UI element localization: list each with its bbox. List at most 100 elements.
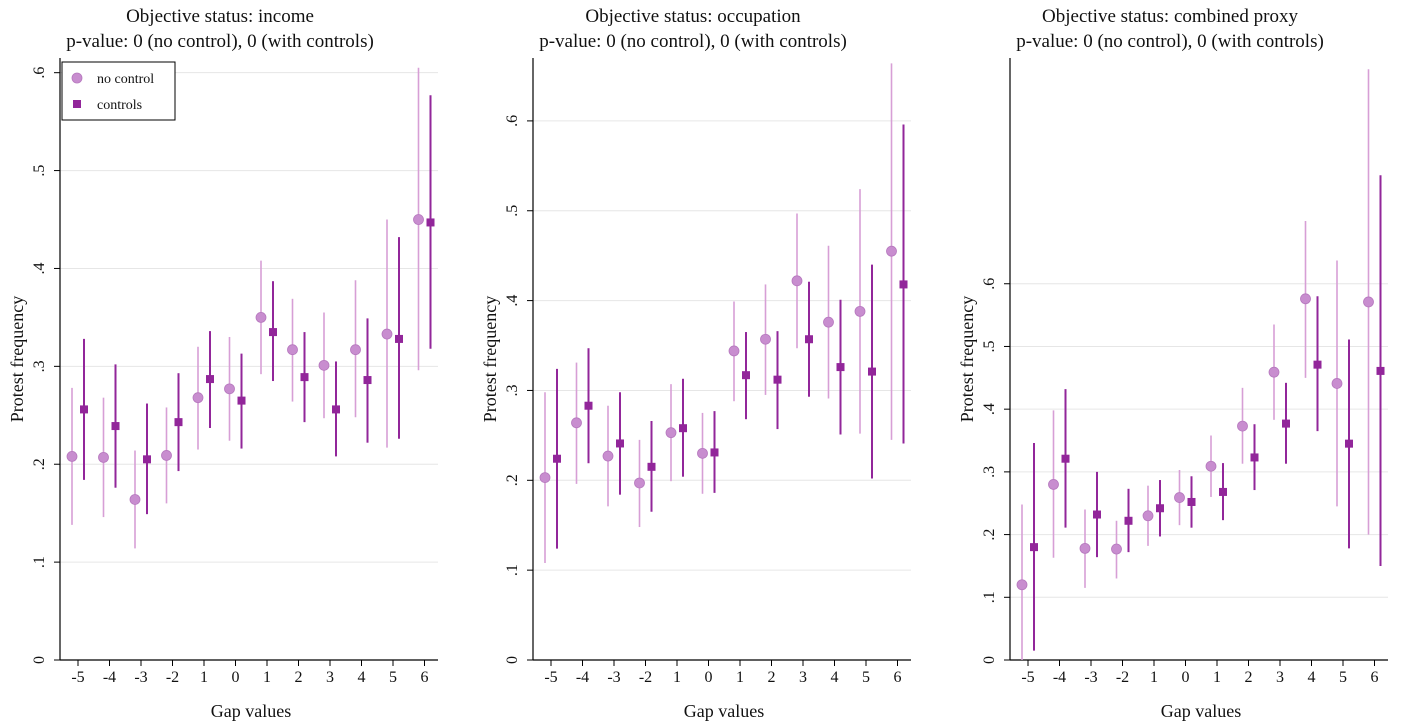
y-tick-label: .3 xyxy=(31,360,48,372)
controls-point xyxy=(237,396,246,405)
no-control-point xyxy=(287,344,298,356)
y-tick-label: 0 xyxy=(981,656,998,664)
x-tick-label: -5 xyxy=(71,669,84,686)
x-tick-label: 2 xyxy=(295,669,303,686)
controls-point xyxy=(553,454,561,463)
chart-income-plot: 0 .1 .2 .3 .4 .5 .6 -5 -4 -3 -2 1 0 1 2 3 4 5 6 Gap values P… xyxy=(7,58,438,721)
y-tick-label: .5 xyxy=(504,205,521,217)
controls-point xyxy=(1093,510,1101,519)
controls-point xyxy=(1345,439,1353,448)
no-control-point xyxy=(381,328,393,340)
x-tick-label: 0 xyxy=(705,669,713,686)
x-tick-label: 5 xyxy=(389,669,397,686)
y-tick-label: .4 xyxy=(31,262,48,274)
x-tick-label: 6 xyxy=(421,669,429,686)
y-tick-label: .2 xyxy=(981,529,998,541)
no-control-point xyxy=(1174,492,1185,503)
x-tick-label: -4 xyxy=(103,669,116,686)
no-control-point xyxy=(413,214,424,225)
x-tick-label: -5 xyxy=(544,669,557,686)
controls-point xyxy=(710,448,719,457)
x-tick-label: 4 xyxy=(1308,669,1316,686)
y-tick-label: .4 xyxy=(981,403,998,415)
no-control-point xyxy=(823,316,834,328)
x-tick-label: 6 xyxy=(894,669,902,686)
chart-panel-occupation: Objective status: occupation p-value: 0 … xyxy=(473,0,913,722)
chart-subtitle: p-value: 0 (no control), 0 (with control… xyxy=(66,31,374,52)
x-tick-label: 0 xyxy=(232,669,240,686)
no-control-point xyxy=(697,447,708,459)
x-tick-label: 4 xyxy=(358,669,366,686)
no-control-point xyxy=(886,245,897,257)
no-control-point xyxy=(1079,542,1091,554)
controls-point xyxy=(836,363,845,372)
controls-point xyxy=(773,375,782,384)
no-control-point xyxy=(1205,460,1217,472)
controls-point xyxy=(1030,543,1038,552)
x-tick-label: 1 xyxy=(200,669,208,686)
controls-point xyxy=(868,367,876,376)
x-axis-label: Gap values xyxy=(1161,701,1241,721)
y-tick-label: .5 xyxy=(981,340,998,352)
y-tick-label: .6 xyxy=(31,67,48,79)
x-tick-label: -2 xyxy=(639,669,652,686)
chart-subtitle: p-value: 0 (no control), 0 (with control… xyxy=(539,31,847,52)
no-control-point xyxy=(665,427,677,439)
legend-no-control-marker xyxy=(71,72,83,84)
x-tick-label: -4 xyxy=(576,669,589,686)
x-tick-label: 0 xyxy=(1182,669,1190,686)
controls-point xyxy=(1376,366,1385,375)
no-control-point xyxy=(1111,543,1122,555)
chart-title: Objective status: income xyxy=(126,6,314,27)
x-tick-label: -2 xyxy=(166,669,179,686)
x-tick-label: 1 xyxy=(263,669,271,686)
no-control-point xyxy=(129,494,141,505)
no-control-point xyxy=(571,417,582,429)
controls-point xyxy=(300,373,309,382)
controls-point xyxy=(426,218,435,227)
controls-point xyxy=(1219,487,1227,496)
x-tick-label: -3 xyxy=(1084,669,1097,686)
controls-point xyxy=(1250,453,1259,462)
controls-point xyxy=(1282,419,1290,428)
controls-point xyxy=(1187,497,1196,506)
x-tick-label: 2 xyxy=(768,669,776,686)
controls-point xyxy=(805,335,813,344)
no-control-point xyxy=(224,383,235,395)
x-tick-label: 3 xyxy=(799,669,807,686)
x-tick-label: 1 xyxy=(673,669,681,686)
legend-label-no-control: no control xyxy=(97,72,154,87)
x-axis-label: Gap values xyxy=(211,701,291,721)
no-control-point xyxy=(1237,420,1248,432)
no-control-point xyxy=(255,311,267,323)
chart-panel-combined-proxy: Objective status: combined proxy p-value… xyxy=(950,0,1390,722)
y-tick-label: .6 xyxy=(981,278,998,290)
controls-point xyxy=(616,439,624,448)
controls-point xyxy=(679,424,687,433)
x-tick-label: 5 xyxy=(1339,669,1347,686)
x-tick-label: -2 xyxy=(1116,669,1129,686)
controls-point xyxy=(206,375,214,384)
no-control-point xyxy=(1016,579,1028,591)
x-tick-label: -3 xyxy=(134,669,147,686)
no-control-point xyxy=(350,344,361,356)
chart-title: Objective status: occupation xyxy=(585,6,801,27)
y-axis-label: Protest frequency xyxy=(957,296,977,422)
controls-point xyxy=(1313,360,1322,369)
no-control-point xyxy=(1142,510,1154,522)
x-tick-label: -5 xyxy=(1021,669,1034,686)
x-tick-label: 2 xyxy=(1245,669,1253,686)
controls-point xyxy=(395,334,403,343)
no-control-point xyxy=(602,450,614,462)
y-tick-label: .3 xyxy=(504,384,521,396)
controls-point xyxy=(1124,516,1133,525)
no-control-point xyxy=(1300,293,1311,305)
y-tick-label: 0 xyxy=(31,656,48,664)
legend-controls-marker xyxy=(73,100,81,108)
chart-combined-proxy-plot: 0 .1 .2 .3 .4 .5 .6 -5 -4 -3 -2 1 0 1 2 3 4 5 6 Gap values P… xyxy=(957,58,1388,721)
no-control-point xyxy=(1048,479,1059,490)
controls-point xyxy=(111,422,120,431)
x-axis-label: Gap values xyxy=(684,701,764,721)
y-tick-label: .1 xyxy=(981,591,998,603)
chart-occupation-plot: 0 .1 .2 .3 .4 .5 .6 -5 -4 -3 -2 1 0 1 2 3 4 5 6 Gap values P… xyxy=(480,58,911,721)
